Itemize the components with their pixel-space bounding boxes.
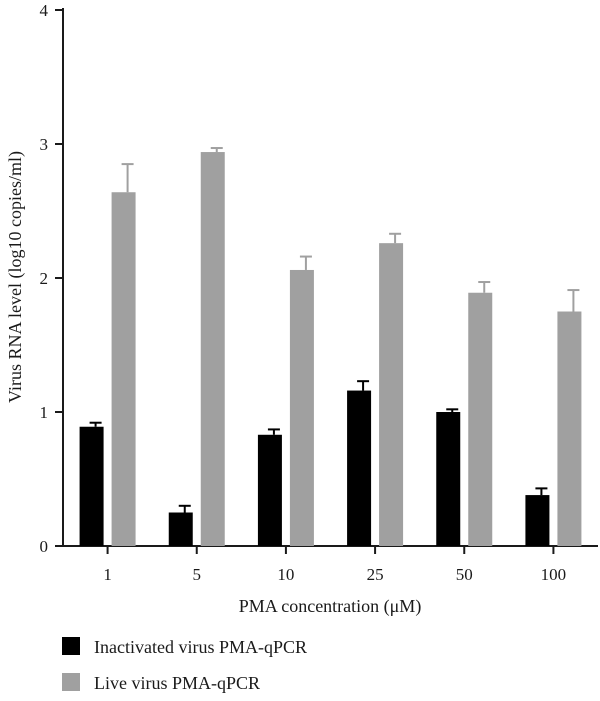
bar-inactivated	[79, 426, 104, 546]
bars	[79, 147, 582, 547]
x-tick-label: 100	[541, 565, 567, 584]
legend-label: Live virus PMA-qPCR	[94, 673, 260, 693]
bar-inactivated	[168, 512, 193, 546]
bar-live	[111, 192, 136, 547]
legend-swatch	[62, 637, 80, 655]
x-axis-title: PMA concentration (μM)	[239, 596, 422, 617]
y-tick-label: 3	[40, 135, 49, 154]
x-tick-label: 25	[367, 565, 384, 584]
legend-label: Inactivated virus PMA-qPCR	[94, 637, 307, 657]
bar-inactivated	[525, 495, 550, 546]
bar-inactivated	[257, 434, 282, 546]
bar-inactivated	[347, 390, 372, 546]
y-axis-title: Virus RNA level (log10 copies/ml)	[5, 151, 26, 403]
axes: 0 1 2 3 4 1 5 10 25 50 100	[40, 1, 598, 584]
bar-live	[379, 243, 404, 546]
x-tick-label: 1	[103, 565, 112, 584]
y-tick-label: 1	[40, 403, 49, 422]
y-tick-label: 4	[40, 1, 49, 20]
bar-live	[289, 269, 314, 546]
x-tick-label: 5	[193, 565, 202, 584]
axis-labels: PMA concentration (μM) Virus RNA level (…	[5, 151, 421, 617]
x-tick-label: 10	[277, 565, 294, 584]
bar-live	[468, 292, 493, 546]
legend: Inactivated virus PMA-qPCR Live virus PMA…	[62, 637, 307, 693]
legend-swatch	[62, 673, 80, 691]
bar-inactivated	[436, 412, 461, 546]
x-tick-label: 50	[456, 565, 473, 584]
y-tick-label: 0	[40, 537, 49, 556]
bar-live	[557, 311, 582, 546]
y-tick-label: 2	[40, 269, 49, 288]
bar-live	[200, 152, 225, 547]
